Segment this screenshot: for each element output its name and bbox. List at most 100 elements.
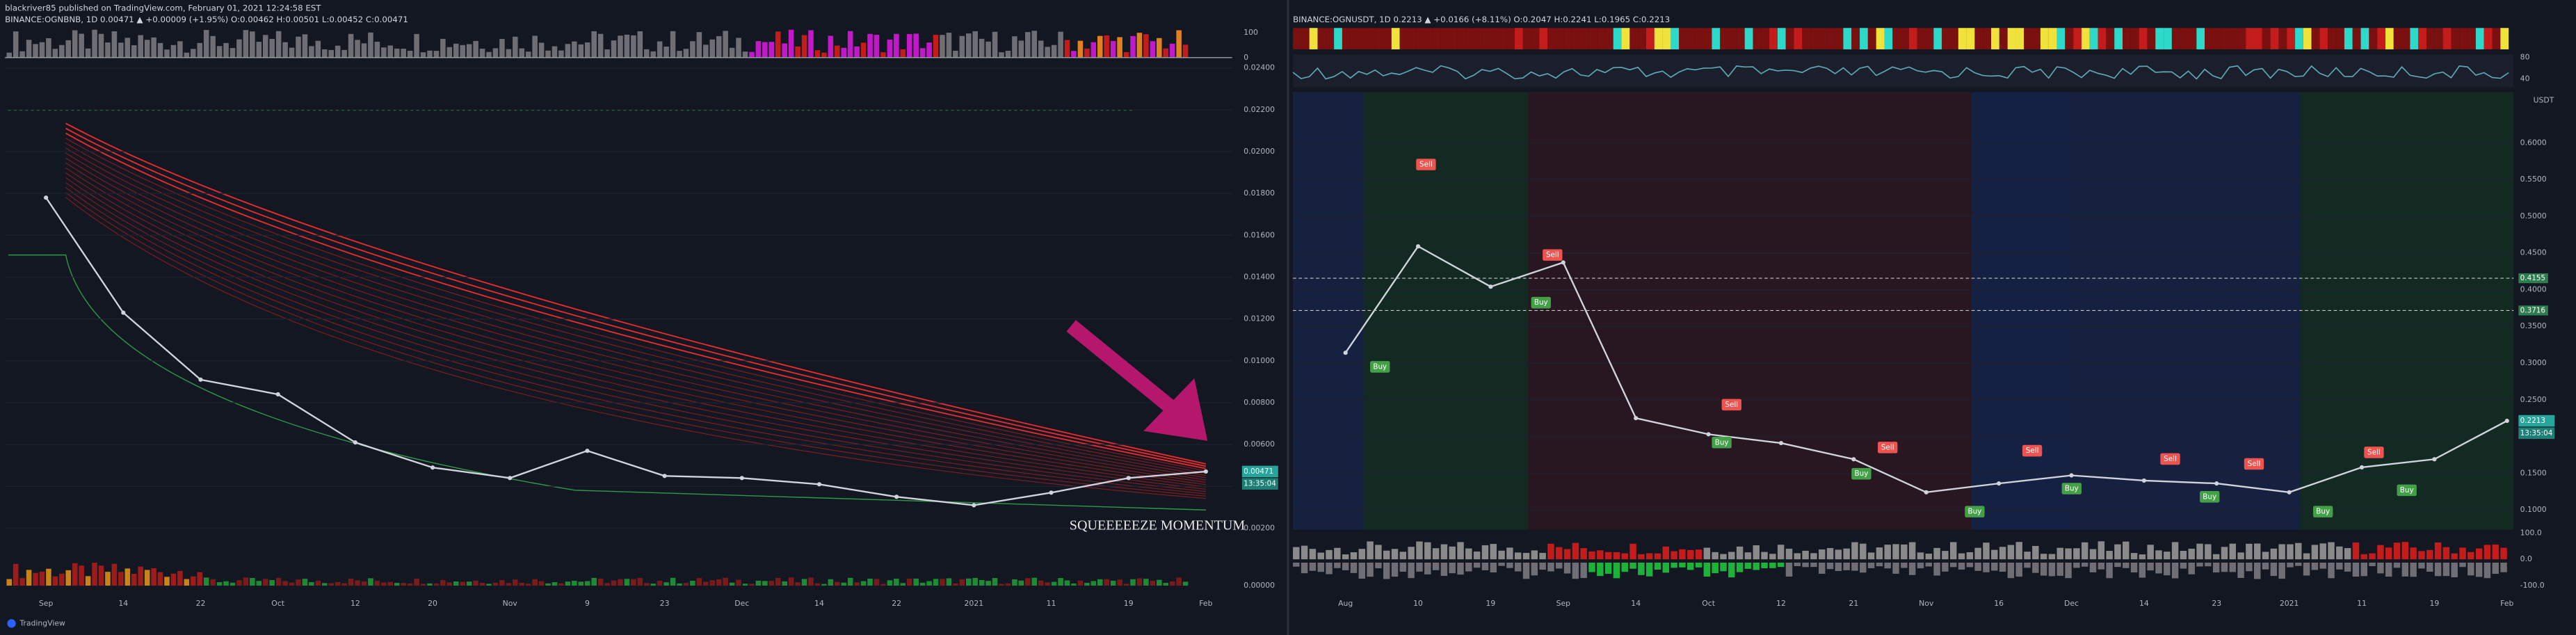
momentum-bar bbox=[2048, 554, 2056, 560]
volume-bar bbox=[19, 578, 25, 586]
momentum-bar bbox=[1712, 562, 1718, 574]
regime-zone bbox=[1527, 92, 1972, 530]
volume-bar bbox=[164, 577, 170, 586]
volume-bar bbox=[1110, 580, 1116, 586]
indicator-bar bbox=[946, 33, 952, 58]
momentum-bar bbox=[1671, 562, 1677, 568]
indicator-bar bbox=[565, 44, 571, 58]
momentum-bar bbox=[1580, 562, 1587, 579]
heat-cell bbox=[1835, 28, 1844, 49]
momentum-bar bbox=[1457, 562, 1464, 575]
indicator-bar bbox=[801, 35, 807, 58]
price-point bbox=[1488, 284, 1493, 289]
volume-bar bbox=[1025, 578, 1031, 586]
indicator-bar bbox=[860, 42, 867, 58]
heat-cell bbox=[1317, 28, 1326, 49]
heat-cell bbox=[1933, 28, 1942, 49]
momentum-bar bbox=[1876, 562, 1883, 567]
osc-pane bbox=[1293, 54, 2514, 88]
x-tick-label: Oct bbox=[271, 599, 284, 608]
momentum-bar bbox=[1720, 554, 1727, 560]
momentum-bar bbox=[1662, 546, 1670, 560]
indicator-bar bbox=[709, 39, 716, 58]
indicator-bar bbox=[322, 49, 328, 58]
volume-bar bbox=[236, 580, 242, 586]
indicator-bar bbox=[440, 38, 446, 58]
indicator-bar bbox=[525, 51, 531, 58]
x-tick-label: Oct bbox=[1702, 599, 1715, 608]
volume-bar bbox=[296, 579, 301, 586]
indicator-bar bbox=[749, 51, 755, 58]
volume-bar bbox=[979, 579, 985, 586]
indicator-bar bbox=[52, 49, 58, 58]
indicator-bar bbox=[835, 45, 840, 58]
momentum-bar bbox=[2237, 562, 2244, 578]
momentum-bar bbox=[2155, 550, 2162, 560]
signal-box bbox=[2200, 491, 2220, 503]
momentum-bar bbox=[2434, 542, 2442, 560]
indicator-bar bbox=[341, 49, 347, 58]
momentum-bar bbox=[2468, 552, 2474, 560]
indicator-bar bbox=[1130, 35, 1136, 58]
indicator-bar bbox=[1117, 37, 1122, 58]
momentum-bar bbox=[1597, 562, 1604, 577]
momentum-bar bbox=[2311, 545, 2319, 560]
support-line bbox=[8, 254, 1206, 511]
volume-bar bbox=[821, 584, 827, 586]
volume-bar bbox=[532, 579, 538, 586]
momentum-bar bbox=[1983, 562, 1990, 572]
indicator-bar bbox=[663, 46, 669, 58]
signal-box bbox=[2061, 483, 2082, 495]
price-point bbox=[2141, 478, 2146, 483]
indicator-bar bbox=[545, 50, 551, 58]
volume-bar bbox=[420, 584, 426, 586]
momentum-bar bbox=[1449, 546, 1456, 560]
y-tick-label: 0.01200 bbox=[1243, 314, 1275, 323]
volume-bar bbox=[1090, 581, 1097, 586]
momentum-bar bbox=[1966, 552, 1974, 560]
volume-bar bbox=[946, 578, 952, 586]
indicator-bar bbox=[243, 30, 249, 58]
indicator-bar bbox=[446, 47, 453, 58]
indicator-tick: 0 bbox=[1243, 53, 1248, 62]
symbol-line: BINANCE:OGNBNB, 1D 0.00471 ▲ +0.00009 (+… bbox=[5, 15, 408, 24]
momentum-bar bbox=[2287, 544, 2294, 560]
momentum-bar bbox=[1867, 552, 1875, 560]
heat-cell bbox=[1588, 28, 1597, 49]
heat-cell bbox=[1399, 28, 1408, 49]
price-point bbox=[2214, 481, 2219, 486]
indicator-bar bbox=[216, 46, 223, 58]
momentum-bar bbox=[1572, 542, 1579, 560]
indicator-bar bbox=[611, 40, 617, 58]
indicator-bar bbox=[953, 50, 958, 58]
volume-bar bbox=[538, 581, 545, 586]
momentum-bar bbox=[2221, 562, 2228, 572]
indicator-bar bbox=[197, 42, 203, 58]
volume-bar bbox=[1064, 580, 1070, 586]
price-point bbox=[353, 440, 357, 445]
indicator-bar bbox=[348, 33, 354, 58]
indicator-bar bbox=[552, 46, 558, 58]
volume-bar bbox=[578, 581, 584, 586]
volume-bar bbox=[835, 581, 840, 586]
volume-bar bbox=[1031, 577, 1038, 586]
momentum-bar bbox=[1367, 541, 1374, 560]
momentum-bar bbox=[2229, 543, 2237, 560]
volume-bar bbox=[486, 584, 492, 586]
heat-cell bbox=[2295, 28, 2303, 49]
ribbon-line bbox=[65, 122, 1207, 465]
volume-bar bbox=[368, 578, 373, 586]
heat-cell bbox=[2237, 28, 2246, 49]
price-point bbox=[816, 482, 822, 487]
momentum-bar bbox=[1794, 562, 1801, 566]
momentum-bar bbox=[1588, 562, 1595, 572]
x-tick-label: 19 bbox=[2429, 599, 2439, 608]
price-point bbox=[1851, 457, 1856, 462]
momentum-bar bbox=[1728, 552, 1735, 560]
indicator-bar bbox=[223, 42, 229, 58]
momentum-bar bbox=[1342, 562, 1349, 570]
price-point bbox=[1634, 416, 1639, 421]
signal-label: Buy bbox=[1534, 298, 1548, 307]
momentum-bar bbox=[1432, 548, 1440, 560]
volume-bar bbox=[552, 582, 558, 586]
